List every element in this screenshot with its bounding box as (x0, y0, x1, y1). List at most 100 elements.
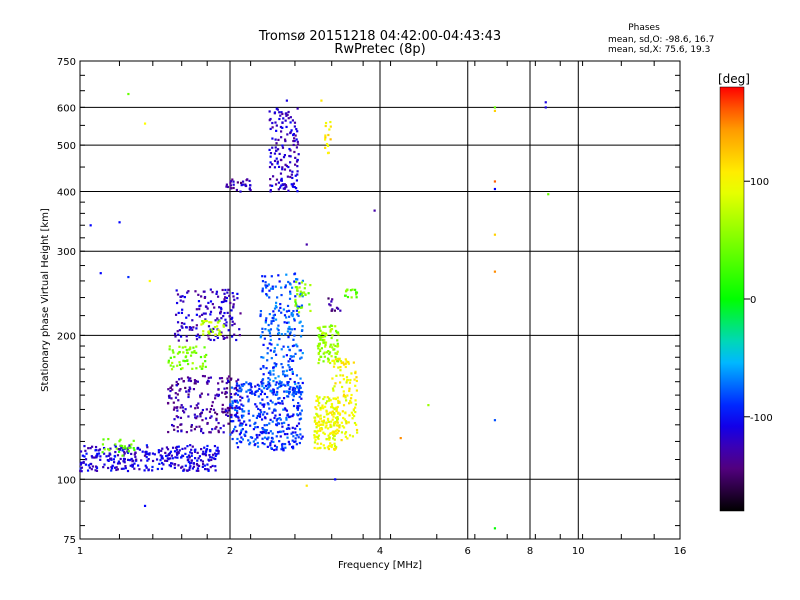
data-point (260, 334, 263, 337)
data-point (214, 411, 217, 414)
data-point (177, 311, 180, 315)
data-point (244, 434, 247, 437)
data-point (288, 390, 291, 393)
data-point (288, 297, 292, 300)
data-point (162, 463, 165, 466)
data-point (267, 377, 270, 380)
data-point (266, 387, 269, 390)
data-point (292, 143, 295, 147)
data-point (305, 243, 308, 246)
data-point (342, 416, 345, 420)
data-point (341, 374, 345, 377)
data-point (231, 178, 234, 181)
data-point (236, 406, 239, 410)
data-point (259, 409, 262, 412)
data-point (199, 430, 203, 433)
data-point (98, 448, 102, 451)
data-point (244, 423, 248, 426)
data-point (191, 319, 194, 322)
data-point (292, 310, 295, 313)
data-point (285, 112, 288, 115)
data-point (279, 402, 282, 405)
data-point (238, 433, 242, 436)
data-point (261, 378, 265, 381)
data-point (299, 320, 302, 323)
data-point (280, 384, 283, 387)
data-point (181, 346, 184, 349)
data-point (267, 329, 270, 332)
data-point (207, 337, 210, 340)
data-point (304, 293, 307, 296)
data-point (184, 408, 187, 411)
data-point (340, 439, 343, 442)
data-point (79, 463, 82, 466)
data-point (209, 338, 212, 341)
data-point (301, 391, 304, 394)
data-point (333, 432, 336, 435)
data-point (274, 365, 278, 368)
data-point (232, 186, 235, 190)
data-point (262, 356, 265, 359)
data-point (317, 398, 320, 401)
data-point (329, 343, 332, 346)
data-point (290, 359, 293, 362)
data-point (270, 343, 273, 346)
data-point (229, 301, 232, 305)
data-point (334, 344, 337, 348)
minor-ticks (80, 61, 680, 539)
data-point (214, 454, 217, 458)
data-point (325, 333, 328, 337)
data-point (289, 386, 292, 389)
data-point (323, 447, 326, 450)
data-point (199, 365, 202, 368)
data-point (326, 396, 329, 399)
data-point (117, 447, 120, 451)
data-point (287, 280, 290, 284)
data-point (203, 464, 206, 467)
data-point (137, 464, 140, 467)
data-point (213, 306, 216, 309)
data-point (230, 413, 233, 417)
data-point (283, 375, 287, 378)
data-point (248, 179, 251, 183)
data-point (194, 379, 198, 383)
data-point (323, 432, 326, 436)
data-point (319, 423, 322, 426)
data-point (286, 304, 290, 308)
data-point (86, 469, 90, 472)
data-point (283, 187, 286, 190)
data-point (200, 295, 203, 298)
data-point (96, 454, 99, 457)
data-point (182, 359, 185, 362)
data-point (208, 410, 212, 413)
data-point (148, 453, 151, 456)
data-point (291, 170, 294, 173)
data-point (275, 124, 278, 127)
data-point (194, 457, 197, 460)
data-point (301, 351, 304, 355)
data-point (269, 390, 272, 393)
data-point (199, 394, 202, 397)
data-point (180, 430, 183, 433)
data-point (222, 325, 225, 328)
data-point (274, 383, 277, 386)
data-point (195, 308, 198, 311)
data-point (301, 381, 304, 385)
data-point (273, 444, 277, 447)
data-point (313, 436, 316, 439)
data-point (296, 173, 299, 176)
data-point (259, 393, 262, 396)
data-point (291, 439, 294, 442)
data-point (339, 309, 342, 312)
data-point (207, 333, 210, 337)
phases-stat-x: mean, sd,X: 75.6, 19.3 (608, 45, 710, 55)
data-point (280, 448, 283, 451)
data-point (262, 382, 265, 385)
data-point (261, 398, 264, 401)
data-point (326, 446, 329, 449)
data-point (322, 423, 325, 426)
data-point (332, 359, 335, 362)
data-point (266, 438, 269, 441)
data-point (207, 330, 211, 333)
grid-lines (80, 61, 680, 539)
